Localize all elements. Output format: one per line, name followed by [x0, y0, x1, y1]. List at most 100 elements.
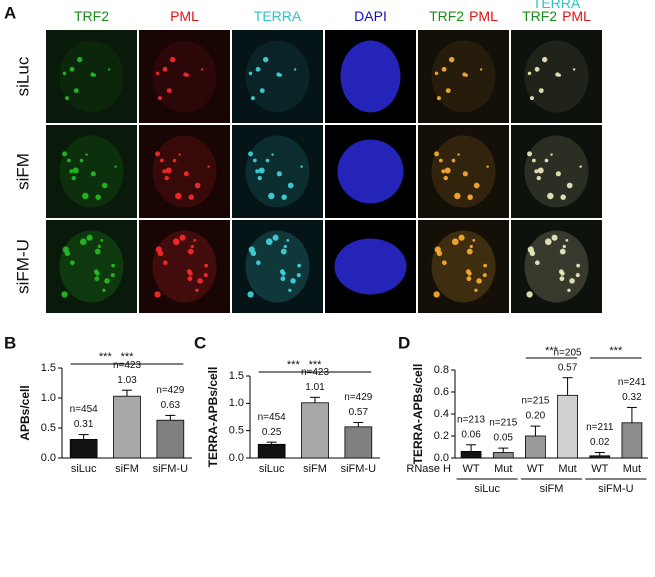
x-tick-label: WT [527, 463, 544, 475]
n-label: n=205 [554, 347, 583, 358]
focus [276, 171, 282, 177]
focus [575, 273, 580, 278]
focus [566, 182, 573, 189]
column-header: TRF2 PML [522, 8, 591, 24]
significance-label: *** [545, 345, 559, 357]
column-header: TRF2 PML [429, 8, 498, 24]
focus [259, 88, 265, 94]
focus [544, 238, 552, 246]
focus [69, 66, 75, 72]
y-tick-label: 1.5 [41, 362, 56, 374]
column-header-word: TRF2 [429, 8, 464, 24]
focus [454, 192, 461, 200]
column-header-word: PML [562, 8, 591, 24]
focus [535, 260, 540, 266]
focus [559, 276, 565, 282]
nucleus-glow [59, 230, 124, 303]
focus [472, 238, 476, 242]
significance-label: *** [609, 345, 623, 357]
focus [579, 165, 582, 168]
focus [262, 56, 269, 63]
column-header: TERRA [254, 8, 302, 24]
y-tick-label: 0.0 [41, 452, 56, 464]
y-tick-label: 1.0 [229, 397, 244, 409]
focus [190, 244, 194, 249]
significance-label: *** [309, 359, 323, 371]
focus [159, 158, 164, 163]
focus [172, 238, 180, 246]
focus [467, 194, 473, 200]
focus [271, 153, 274, 156]
value-label: 0.06 [461, 429, 481, 440]
focus [300, 165, 303, 168]
x-tick-label: siFM [115, 463, 139, 475]
focus [69, 169, 74, 174]
y-tick-label: 0.0 [434, 452, 449, 464]
significance-label: *** [99, 351, 113, 363]
nucleus-glow [152, 230, 217, 303]
focus [547, 192, 554, 200]
focus [283, 244, 287, 249]
column-header: PML [170, 8, 199, 24]
y-tick-label: 0.5 [229, 425, 244, 437]
n-label: n=429 [156, 385, 185, 396]
focus [445, 88, 451, 94]
focus [187, 276, 193, 282]
focus [90, 171, 96, 177]
focus [102, 288, 106, 292]
focus [258, 167, 265, 174]
focus [572, 68, 576, 71]
focus [185, 73, 190, 77]
y-tick-label: 0.5 [41, 422, 56, 434]
focus [534, 66, 540, 72]
focus [188, 194, 194, 200]
focus [179, 234, 186, 241]
column-header-word: TRF2 [74, 8, 109, 24]
focus [444, 167, 451, 174]
focus [166, 88, 172, 94]
focus [527, 151, 532, 157]
value-label: 0.63 [161, 400, 181, 411]
micrograph [139, 125, 230, 218]
focus [560, 194, 566, 200]
focus [434, 71, 439, 76]
focus [186, 269, 192, 275]
focus [558, 269, 564, 275]
focus [195, 288, 199, 292]
focus [538, 88, 544, 94]
x-tick-label: siFM [303, 463, 327, 475]
nucleus-glow [431, 40, 496, 113]
focus [486, 165, 489, 168]
micrograph [232, 30, 323, 123]
nucleus [340, 40, 401, 113]
group-label: siFM [540, 483, 564, 495]
focus [247, 291, 254, 298]
x-tick-label: siFM-U [341, 463, 376, 475]
nucleus-glow [431, 135, 496, 208]
focus [576, 263, 581, 268]
focus [466, 276, 472, 282]
panel-label: A [4, 3, 16, 22]
nucleus-glow [431, 230, 496, 303]
significance-label: *** [287, 359, 301, 371]
y-axis-label: APBs/cell [18, 385, 32, 440]
value-label: 0.57 [349, 407, 369, 418]
focus [290, 278, 296, 284]
focus [441, 169, 446, 174]
bar [257, 443, 286, 459]
focus [451, 158, 456, 163]
focus [531, 158, 536, 163]
y-tick-label: 0.4 [434, 408, 449, 420]
focus [79, 158, 84, 163]
focus [162, 169, 167, 174]
y-tick-label: 1.5 [229, 370, 244, 382]
focus [248, 151, 253, 157]
focus [157, 250, 164, 257]
focus [441, 66, 447, 72]
bar [557, 394, 578, 459]
micrograph [46, 30, 137, 123]
row-label: siLuc [13, 56, 32, 96]
focus [256, 260, 261, 266]
focus [252, 158, 257, 163]
